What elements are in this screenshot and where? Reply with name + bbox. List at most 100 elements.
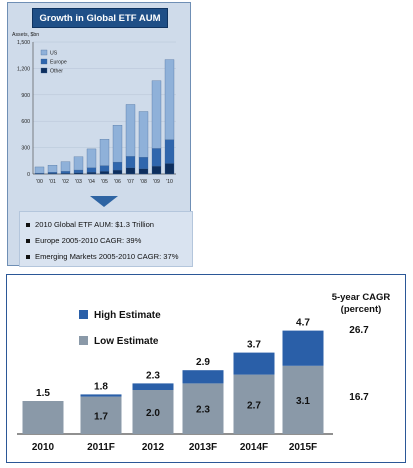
total-value-label: 2.9 [196,357,210,368]
y-tick-label: 300 [21,146,30,152]
bar-europe [138,157,149,169]
summary-bullet: Europe 2005-2010 CAGR: 39% [26,236,141,245]
x-tick-label: 2010 [32,442,55,453]
x-tick-label: '04 [88,179,95,185]
bar-us [60,161,71,172]
bar-high-estimate [182,370,224,384]
bar-europe [60,171,71,174]
bar-us [99,139,110,166]
low-value-label: 2.0 [146,408,160,419]
etf-forecast-panel: 5-year CAGR (percent) 26.7 16.7 1.5 2010 1… [6,274,406,463]
bar-us [164,59,175,140]
x-tick-label: '05 [101,179,108,185]
x-tick-label: 2012 [142,442,165,453]
etf-forecast-chart: 5-year CAGR (percent) 26.7 16.7 1.5 2010 1… [17,292,391,453]
legend-swatch [79,310,88,319]
bar-low-estimate [80,396,122,434]
x-tick-label: 2015F [289,442,317,453]
bar-europe [112,161,123,171]
legend-swatch [79,336,88,345]
legend-label: Other [50,69,63,75]
low-value-label: 1.7 [94,411,108,422]
bar-us [47,165,58,173]
x-tick-label: 2013F [189,442,217,453]
y-tick-label: 600 [21,119,30,125]
x-tick-label: '06 [114,179,121,185]
bar-us [86,148,97,168]
x-tick-label: 2014F [240,442,268,453]
x-tick-label: 2011F [87,442,115,453]
y-tick-label: 900 [21,93,30,99]
bar-europe [99,165,110,172]
bar-europe [125,156,136,168]
legend-label: High Estimate [94,310,161,321]
summary-bullet-text: Europe 2005-2010 CAGR: 39% [35,236,142,245]
cagr-low-value: 16.7 [349,392,369,403]
bar-other [125,167,136,175]
total-value-label: 4.7 [296,318,310,329]
down-arrow-icon [90,196,118,207]
legend-swatch [40,58,48,65]
x-tick-label: '02 [62,179,69,185]
etf-aum-chart: Assets, $bn 0 300 600 900 1,200 1,500 '00 '01 '02… [12,32,176,185]
y-tick-label: 1,500 [17,40,30,46]
summary-bullet: Emerging Markets 2005-2010 CAGR: 37% [26,252,179,261]
total-value-label: 3.7 [247,340,261,351]
bar-us [125,104,136,157]
bar-high-estimate [132,383,174,390]
x-tick-label: '09 [153,179,160,185]
bar-low-estimate [233,374,275,434]
bar-high-estimate [233,352,275,375]
bar-low-estimate [132,390,174,434]
total-value-label: 2.3 [146,370,160,381]
bar-low-estimate [182,383,224,434]
x-tick-label: '03 [75,179,82,185]
summary-bullet-text: Emerging Markets 2005-2010 CAGR: 37% [35,252,179,261]
bar-high-estimate [282,330,324,366]
cagr-header-line2: (percent) [341,304,382,315]
bar-other [151,165,162,175]
x-tick-label: '10 [166,179,173,185]
bar-us [112,125,123,163]
total-value-label: 1.8 [94,381,108,392]
summary-bullet: 2010 Global ETF AUM: $1.3 Trillion [26,220,154,229]
x-tick-label: '07 [127,179,134,185]
bar-other [99,171,110,175]
legend-swatch [40,67,48,74]
bullet-square-icon [26,238,30,243]
bar-europe [151,148,162,167]
low-value-label: 2.7 [247,400,261,411]
x-tick-label: '08 [140,179,147,185]
legend-label: US [50,51,58,57]
low-value-label: 2.3 [196,405,210,416]
bar-other [138,168,149,175]
low-value-label: 3.1 [296,396,310,407]
x-tick-label: '01 [49,179,56,185]
bar-us [73,156,84,171]
y-tick-label: 1,200 [17,66,30,72]
bar-other [73,172,84,175]
bar-low-estimate [22,401,64,434]
x-tick-label: '00 [36,179,43,185]
bar-low-estimate [282,365,324,434]
summary-bullet-text: 2010 Global ETF AUM: $1.3 Trillion [35,220,155,229]
cagr-high-value: 26.7 [349,325,369,336]
bar-europe [47,172,58,174]
bar-europe [164,139,175,164]
bar-europe [73,169,84,173]
y-axis-label: Assets, $bn [12,32,39,38]
bullet-square-icon [26,254,30,259]
bar-us [138,111,149,158]
summary-box: 2010 Global ETF AUM: $1.3 Trillion Europ… [19,211,193,267]
total-value-label: 1.5 [36,388,50,399]
etf-aum-title: Growth in Global ETF AUM [32,8,168,28]
bar-high-estimate [80,394,122,397]
bar-europe [86,167,97,173]
bullet-square-icon [26,222,30,227]
cagr-header-line1: 5-year CAGR [332,292,391,303]
bar-us [151,80,162,149]
y-tick-label: 0 [27,172,30,178]
etf-aum-panel: Assets, $bn 0 300 600 900 1,200 1,500 '00 '01 '02… [7,2,193,267]
legend-label: Europe [50,60,67,66]
legend-label: Low Estimate [94,336,159,347]
